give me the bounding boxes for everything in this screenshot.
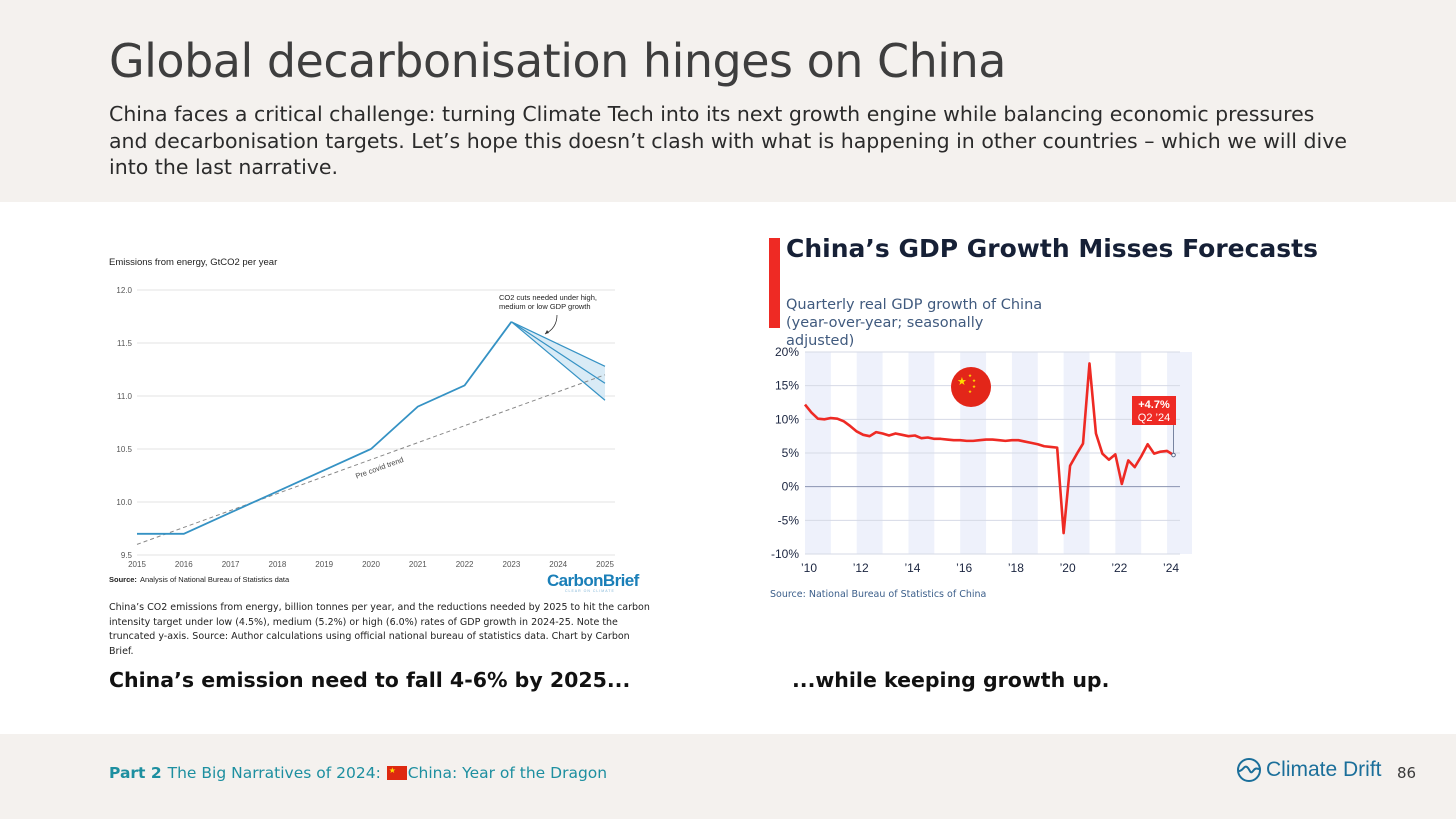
emissions-projection-line	[511, 321, 606, 384]
emissions-x-tick: 2017	[222, 560, 240, 569]
pre-covid-trend-line	[136, 374, 606, 545]
gdp-x-tick: ’24	[1163, 561, 1179, 575]
gdp-y-tick: 5%	[782, 446, 800, 460]
emissions-source-label: Source:	[109, 575, 137, 584]
caption-left: China’s emission need to fall 4-6% by 20…	[109, 668, 631, 692]
emissions-chart-note: China’s CO2 emissions from energy, billi…	[109, 602, 650, 657]
footer-section-subtitle: China: Year of the Dragon	[407, 764, 608, 782]
emissions-x-tick: 2015	[128, 560, 146, 569]
emissions-chart-title: Emissions from energy, GtCO2 per year	[109, 257, 277, 268]
climate-drift-logo[interactable]: Climate Drift	[1236, 757, 1382, 783]
carbonbrief-tagline: CLEAR ON CLIMATE	[565, 589, 615, 593]
emissions-x-tick: 2021	[409, 560, 427, 569]
emissions-y-tick: 11.5	[117, 339, 133, 348]
emissions-source: Source: Analysis of National Bureau of St…	[109, 575, 290, 584]
emissions-projection-line	[511, 321, 606, 367]
climate-drift-logo-icon	[1237, 758, 1261, 782]
gdp-x-tick: ’12	[853, 561, 869, 575]
gdp-x-tick: ’20	[1060, 561, 1076, 575]
gdp-x-tick: ’16	[956, 561, 972, 575]
footer-section-title: The Big Narratives of 2024:	[167, 764, 386, 782]
emissions-x-tick: 2020	[362, 560, 380, 569]
emissions-chart: Emissions from energy, GtCO2 per year 9.…	[95, 248, 655, 653]
gdp-y-tick: -5%	[778, 513, 800, 527]
header-band	[0, 0, 1456, 202]
gdp-chart: 20% 15% 10% 5% 0% -5% -10% ’10 ’12 ’14 ’16 ’18 ’20 ’…	[771, 345, 1192, 575]
gdp-y-tick: 10%	[775, 412, 799, 426]
gdp-y-tick: 20%	[775, 345, 799, 359]
svg-text:★: ★	[968, 373, 973, 378]
gdp-chart-title: China’s GDP Growth Misses Forecasts	[786, 234, 1319, 263]
emissions-x-tick: 2018	[269, 560, 287, 569]
emissions-projection-line	[511, 321, 606, 401]
emissions-y-tick: 9.5	[121, 551, 133, 560]
emissions-x-tick: 2022	[456, 560, 474, 569]
footer-part-label: Part 2	[109, 764, 162, 782]
gdp-chart-subtitle: Quarterly real GDP growth of China (year…	[786, 297, 1043, 349]
footer-band	[0, 734, 1456, 819]
footer-section[interactable]: Part 2 The Big Narratives of 2024: China:…	[109, 764, 607, 782]
gdp-latest-period: Q2 ’24	[1138, 412, 1170, 424]
page-subtitle: China faces a critical challenge: turnin…	[109, 102, 1347, 179]
svg-text:★: ★	[957, 376, 967, 388]
page-title: Global decarbonisation hinges on China	[109, 34, 1006, 88]
gdp-x-tick: ’14	[904, 561, 920, 575]
gdp-latest-point	[1171, 452, 1176, 458]
carbonbrief-logo: CarbonBrief	[547, 571, 640, 590]
emissions-source-text: Analysis of National Bureau of Statistic…	[140, 575, 290, 584]
emissions-y-tick: 10.0	[116, 498, 132, 507]
caption-right: ...while keeping growth up.	[792, 668, 1110, 692]
brand-name: Climate Drift	[1266, 758, 1382, 781]
emissions-y-tick: 11.0	[117, 392, 133, 401]
china-flag-emoji-icon	[386, 766, 407, 780]
gdp-title-accent-bar	[769, 238, 780, 328]
emissions-x-tick: 2025	[596, 560, 614, 569]
emissions-y-tick: 12.0	[116, 286, 132, 295]
emissions-annotation-arrowhead	[545, 330, 549, 334]
page-number: 86	[1397, 764, 1417, 782]
gdp-y-tick: 15%	[775, 379, 799, 393]
emissions-x-tick: 2023	[503, 560, 521, 569]
svg-text:★: ★	[968, 389, 973, 394]
emissions-y-tick: 10.5	[116, 445, 132, 454]
emissions-x-tick: 2016	[175, 560, 193, 569]
gdp-x-tick: ’18	[1008, 561, 1024, 575]
gdp-x-tick: ’10	[801, 561, 817, 575]
gdp-latest-callout: +4.7% Q2 ’24	[1132, 396, 1176, 425]
gdp-source: Source: National Bureau of Statistics of…	[770, 589, 987, 600]
gdp-series-line	[803, 362, 1175, 535]
gdp-y-tick: 0%	[782, 480, 800, 494]
svg-text:★: ★	[972, 384, 977, 389]
emissions-x-tick: 2024	[549, 560, 567, 569]
china-flag-icon: ★ ★ ★ ★ ★	[951, 367, 991, 407]
svg-text:★: ★	[972, 378, 977, 383]
emissions-x-tick: 2019	[315, 560, 333, 569]
gdp-latest-value: +4.7%	[1138, 399, 1170, 411]
gdp-y-tick: -10%	[771, 547, 799, 561]
gdp-x-tick: ’22	[1111, 561, 1127, 575]
emissions-annotation: CO2 cuts needed under high,	[499, 293, 597, 302]
emissions-annotation: medium or low GDP growth	[499, 302, 591, 311]
